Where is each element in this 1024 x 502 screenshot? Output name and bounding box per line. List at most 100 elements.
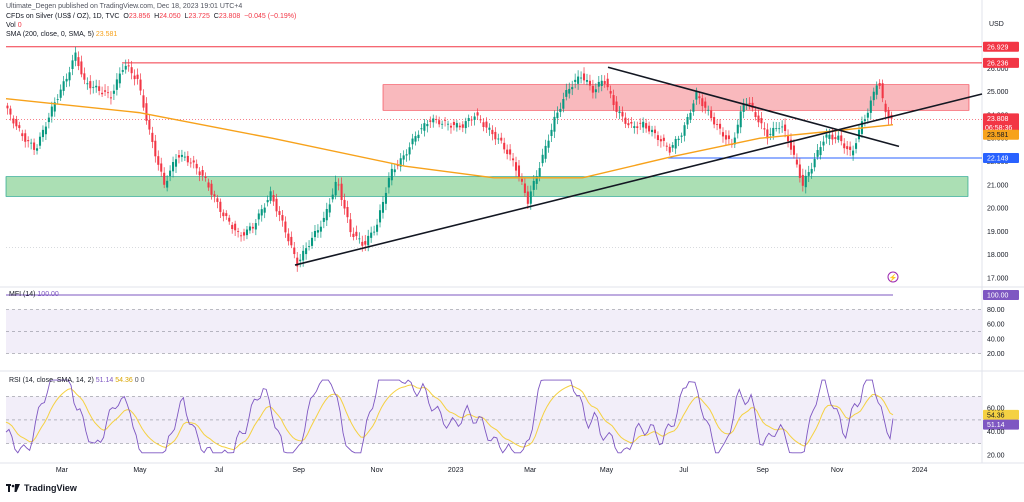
candle-body xyxy=(872,91,875,101)
candle-body xyxy=(695,91,698,100)
candle-body xyxy=(491,129,494,135)
candle-body xyxy=(801,174,804,186)
candle-body xyxy=(840,135,843,142)
candle-body xyxy=(361,241,364,246)
candle-body xyxy=(245,229,249,236)
candle-body xyxy=(396,165,399,167)
candle-body xyxy=(334,181,337,196)
candle-body xyxy=(12,118,15,124)
ohlc-close: C23.808 xyxy=(213,13,241,20)
candle-body xyxy=(133,75,136,80)
volume-legend[interactable]: Vol 0 xyxy=(6,22,22,29)
candle-body xyxy=(603,81,606,84)
candle-body xyxy=(887,110,890,119)
candle-body xyxy=(222,212,225,217)
time-tick-label: Sep xyxy=(292,467,305,474)
candle-body xyxy=(727,135,730,140)
candle-body xyxy=(751,102,754,108)
candle-body xyxy=(559,108,562,113)
price-tick-label: 21.000 xyxy=(987,182,1009,189)
candle-body xyxy=(417,134,420,139)
rsi-badge-bg xyxy=(983,419,1019,430)
candle-body xyxy=(541,154,544,164)
candle-body xyxy=(36,148,39,151)
candle-body xyxy=(207,182,210,188)
mfi-tick-label: 20.00 xyxy=(987,351,1005,358)
candle-body xyxy=(464,121,467,129)
candle-body xyxy=(308,246,311,247)
rsi-legend[interactable]: RSI (14, close, SMA, 14, 2) 51.14 54.36 … xyxy=(9,377,145,384)
candle-body xyxy=(719,123,722,129)
rsi-tick-label: 60.00 xyxy=(987,406,1005,413)
candle-body xyxy=(837,135,840,140)
time-tick-label: May xyxy=(600,467,614,474)
candle-body xyxy=(662,137,665,141)
candle-body xyxy=(284,221,287,233)
candle-body xyxy=(33,142,36,150)
candle-body xyxy=(594,89,597,93)
candle-body xyxy=(358,238,361,240)
candle-body xyxy=(828,134,831,139)
candle-body xyxy=(384,192,387,204)
candle-body xyxy=(639,122,642,124)
price-tick-label: 19.000 xyxy=(987,229,1009,236)
candle-body xyxy=(257,213,260,220)
candle-body xyxy=(674,138,677,149)
candle-body xyxy=(130,67,133,74)
candle-body xyxy=(104,90,107,92)
candle-body xyxy=(470,119,473,121)
candle-body xyxy=(228,217,231,222)
ohlc-open: O23.856 xyxy=(123,13,151,20)
candle-body xyxy=(834,137,837,140)
candle-body xyxy=(80,61,83,75)
candle-body xyxy=(710,110,713,119)
candle-body xyxy=(18,125,21,129)
candle-body xyxy=(213,194,216,197)
candle-body xyxy=(441,123,444,125)
candle-body xyxy=(240,235,243,237)
candle-body xyxy=(713,117,716,125)
mfi-legend[interactable]: MFI (14) 100.00 xyxy=(9,291,59,298)
candle-body xyxy=(278,211,281,215)
candle-body xyxy=(612,95,615,106)
candle-body xyxy=(305,248,308,255)
candle-body xyxy=(237,231,240,232)
candle-body xyxy=(500,137,503,141)
candle-body xyxy=(863,119,866,122)
candle-body xyxy=(580,77,583,79)
descending-trendline xyxy=(607,66,900,148)
candle-body xyxy=(349,219,352,233)
candle-body xyxy=(455,123,458,128)
candle-body xyxy=(136,74,139,79)
candle-body xyxy=(6,105,9,109)
candle-body xyxy=(201,170,204,176)
candle-body xyxy=(497,138,500,140)
candle-body xyxy=(807,172,810,176)
candle-body xyxy=(819,147,822,156)
candle-body xyxy=(234,223,237,231)
candle-body xyxy=(689,112,692,120)
candle-body xyxy=(154,140,157,157)
candle-body xyxy=(352,233,355,237)
ohlc-high: H24.050 xyxy=(154,13,181,20)
candle-body xyxy=(302,250,305,261)
candle-body xyxy=(71,60,74,70)
candle-body xyxy=(77,57,80,67)
candle-body xyxy=(204,176,207,178)
candle-body xyxy=(101,92,104,95)
candle-body xyxy=(248,226,251,231)
candle-body xyxy=(857,129,861,140)
candle-body xyxy=(337,184,340,186)
rsi-ma-badge-bg xyxy=(983,409,1019,420)
candle-body xyxy=(402,155,405,160)
demand-zone xyxy=(5,176,969,197)
candle-body xyxy=(866,112,869,118)
currency-label[interactable]: USD xyxy=(989,21,1004,28)
tradingview-brand[interactable]: TradingView xyxy=(6,483,77,493)
candle-body xyxy=(316,230,319,233)
symbol-name[interactable]: CFDs on Silver (US$ / OZ), 1D, TVC xyxy=(6,13,120,20)
candle-body xyxy=(553,116,556,132)
candle-body xyxy=(310,237,314,246)
sma-legend[interactable]: SMA (200, close, 0, SMA, 5) 23.581 xyxy=(6,31,118,38)
